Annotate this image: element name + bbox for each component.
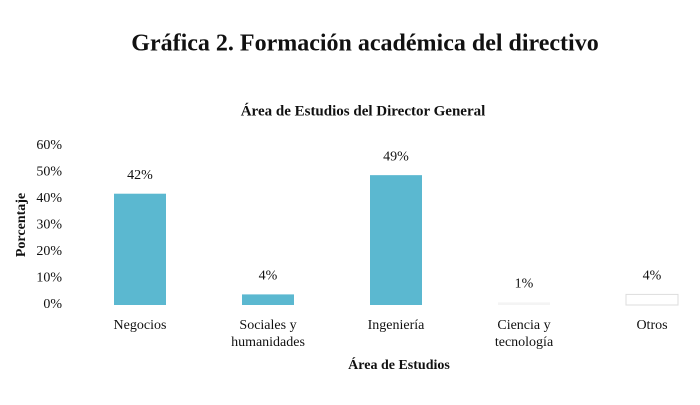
x-tick-label: Negocios — [113, 318, 167, 333]
x-axis-label: Área de Estudios — [348, 356, 450, 373]
data-label: 42% — [127, 168, 153, 183]
chart-title: Área de Estudios del Director General — [241, 102, 486, 119]
data-label: 4% — [643, 269, 662, 284]
y-tick-label: 50% — [36, 165, 62, 180]
bar — [625, 293, 679, 306]
y-axis-label: Porcentaje — [14, 193, 29, 257]
y-tick-label: 60% — [36, 138, 62, 153]
y-tick-label: 20% — [36, 244, 62, 259]
bar — [242, 294, 294, 305]
bar — [370, 175, 422, 305]
x-tick-label: Ingeniería — [367, 318, 425, 333]
data-label: 1% — [515, 277, 534, 292]
y-tick-label: 40% — [36, 191, 62, 206]
y-tick-label: 10% — [36, 271, 62, 286]
bar — [114, 193, 166, 305]
x-tick-label: Ciencia y tecnología — [494, 318, 554, 350]
bar — [498, 302, 550, 305]
x-tick-label: Sociales y humanidades — [231, 318, 305, 350]
y-tick-label: 0% — [43, 297, 62, 312]
data-label: 49% — [383, 149, 409, 164]
y-tick-label: 30% — [36, 218, 62, 233]
heading: Gráfica 2. Formación académica del direc… — [131, 31, 598, 57]
data-label: 4% — [259, 269, 278, 284]
x-tick-label: Otros — [636, 318, 668, 333]
